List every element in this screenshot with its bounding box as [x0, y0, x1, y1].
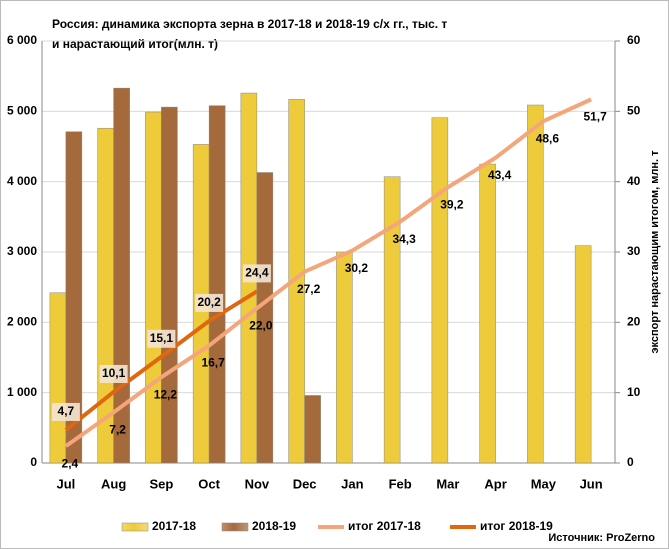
legend-label: 2018-19 [252, 519, 296, 533]
bar [574, 245, 592, 464]
bar [479, 163, 496, 464]
line [64, 97, 592, 448]
data-label: 43,4 [488, 168, 512, 182]
x-tick-label: Oct [198, 476, 220, 491]
bar [527, 104, 544, 464]
data-label: 51,7 [583, 110, 607, 124]
x-tick-label: Jul [56, 476, 75, 491]
label-bg [147, 329, 176, 348]
data-label: 34,3 [392, 232, 416, 246]
y2-tick-label: 10 [627, 385, 641, 399]
y-tick-label: 6 000 [7, 33, 37, 47]
y2-tick-label: 60 [627, 33, 641, 47]
bar [256, 172, 274, 464]
data-label: 27,2 [297, 282, 321, 296]
data-label: 24,4 [245, 266, 269, 280]
x-tick-label: May [531, 476, 557, 491]
label-bg [195, 293, 224, 312]
x-tick-label: Sep [149, 476, 173, 491]
x-tick-label: Apr [484, 476, 506, 491]
data-label: 30,2 [345, 261, 369, 275]
bar [336, 251, 353, 464]
line [64, 289, 258, 432]
y2-tick-label: 50 [627, 104, 641, 118]
data-label: 10,1 [102, 366, 126, 380]
x-tick-label: Aug [101, 476, 126, 491]
data-label: 4,7 [58, 404, 75, 418]
y2-tick-label: 40 [627, 174, 641, 188]
y2-tick-label: 0 [627, 455, 634, 469]
x-tick-label: Nov [245, 476, 270, 491]
bar [383, 176, 401, 464]
y-tick-label: 4 000 [7, 174, 37, 188]
source: Источник: ProZerno [548, 532, 655, 544]
x-tick-label: Feb [389, 476, 412, 491]
data-label: 48,6 [536, 131, 560, 145]
chart-title: и нарастающий итог(млн. т) [52, 37, 218, 51]
data-label: 7,2 [109, 423, 126, 437]
data-label: 12,2 [154, 387, 178, 401]
legend-label: итог 2017-18 [348, 519, 421, 533]
y-tick-label: 3 000 [7, 244, 37, 258]
data-label: 20,2 [197, 295, 221, 309]
y-tick-label: 5 000 [7, 104, 37, 118]
chart-title: Россия: динамика экспорта зерна в 2017-1… [52, 17, 447, 31]
y2-axis-label: экспорт нарастающим итогом, млн. т [649, 150, 661, 354]
y2-tick-label: 20 [627, 315, 641, 329]
bar [65, 131, 83, 464]
bar [431, 117, 449, 464]
bar [288, 99, 305, 464]
y-tick-label: 1 000 [7, 385, 37, 399]
bar [161, 106, 178, 464]
x-tick-label: Jan [341, 476, 363, 491]
bar [304, 395, 321, 464]
legend-swatch [221, 522, 249, 532]
bar [49, 292, 67, 464]
label-bg [242, 264, 271, 283]
data-label: 15,1 [150, 331, 174, 345]
x-tick-label: Mar [436, 476, 459, 491]
y-tick-label: 2 000 [7, 315, 37, 329]
legend-label: итог 2018-19 [480, 519, 553, 533]
data-label: 2,4 [62, 456, 79, 470]
bar [145, 111, 162, 464]
data-label: 22,0 [249, 318, 273, 332]
y2-tick-label: 30 [627, 244, 641, 258]
x-tick-label: Dec [293, 476, 317, 491]
bar [208, 105, 226, 464]
data-label: 39,2 [440, 197, 464, 211]
y-tick-label: 0 [30, 455, 37, 469]
x-tick-label: Jun [580, 476, 603, 491]
data-label: 16,7 [201, 356, 225, 370]
legend-label: 2017-18 [152, 519, 196, 533]
legend-swatch [121, 522, 149, 532]
label-bg [99, 364, 128, 383]
label-bg [51, 402, 80, 421]
